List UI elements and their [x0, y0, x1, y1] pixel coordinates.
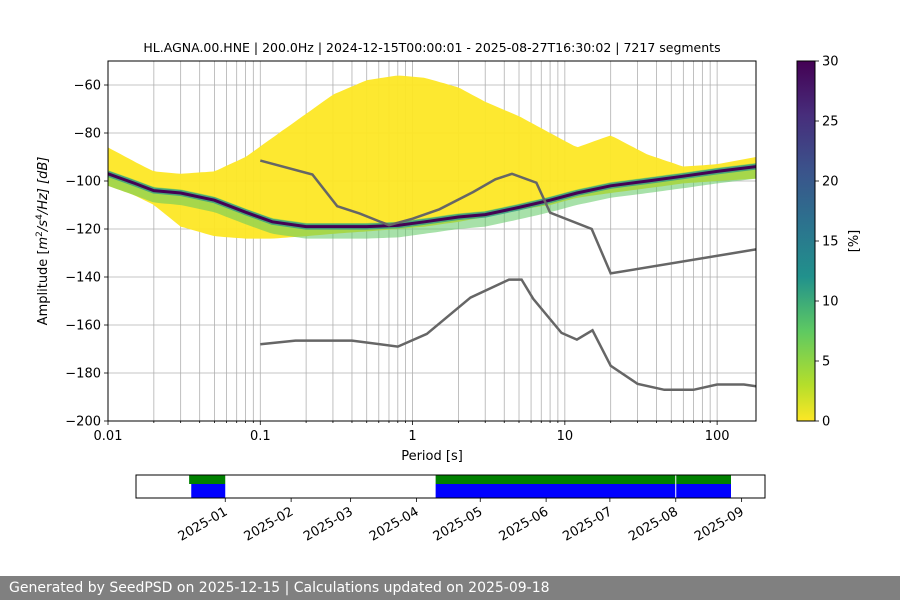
chart-title: HL.AGNA.00.HNE | 200.0Hz | 2024-12-15T00…: [143, 40, 720, 55]
psd-heatmap: [108, 75, 756, 239]
y-tick-label: −160: [65, 319, 101, 334]
psd-mode-line: [108, 165, 756, 229]
colorbar-tick-label: 20: [822, 175, 839, 190]
y-axis-label: Amplitude [m2/s4/Hz] [dB]: [35, 157, 51, 326]
timeline-tick-label: 2025-09: [692, 504, 747, 544]
colorbar-tick-label: 15: [822, 235, 839, 250]
timeline-frame: [135, 474, 766, 499]
x-tick-label: 10: [557, 429, 574, 444]
x-tick-label: 0.01: [94, 429, 123, 444]
psd-envelope: [108, 75, 756, 239]
timeline-bars: [189, 475, 731, 498]
colorbar-label: [%]: [847, 230, 862, 253]
timeline-tick-label: 2025-03: [301, 504, 356, 544]
footer-banner: Generated by SeedPSD on 2025-12-15 | Cal…: [0, 576, 900, 600]
y-tick-label: −140: [65, 271, 101, 286]
timeline-tick-label: 2025-04: [367, 504, 422, 544]
y-tick-label: −60: [74, 79, 101, 94]
timeline-bar-blue: [435, 484, 731, 498]
timeline-date-ticks: 2025-01 2025-02 2025-03 2025-04 2025-05 2025-…: [176, 498, 747, 545]
psd-plot-area: 0.01 0.1 1 10 100 −200 −180 −160 −140 −120 −100 −8…: [65, 60, 757, 444]
timeline-tick-label: 2025-07: [560, 504, 615, 544]
colorbar-ticks: 0 5 10 15 20 25 30: [815, 55, 839, 430]
high-noise-model-line: [259, 159, 756, 275]
y-tick-label: −200: [65, 415, 101, 430]
x-tick-label: 100: [705, 429, 730, 444]
noise-model-curves: [259, 159, 756, 392]
plot-frame: [107, 60, 757, 422]
low-noise-model-line: [260, 278, 756, 392]
colorbar-tick-label: 0: [822, 415, 830, 430]
timeline-tick-label: 2025-01: [176, 504, 231, 544]
x-axis-ticks: 0.01 0.1 1 10 100: [94, 421, 730, 444]
colorbar: 0 5 10 15 20 25 30 [%]: [796, 55, 862, 430]
colorbar-tick-label: 10: [822, 295, 839, 310]
timeline-bar-green: [435, 475, 731, 484]
colorbar-tick-label: 30: [822, 55, 839, 70]
y-tick-label: −80: [74, 127, 101, 142]
x-axis-label: Period [s]: [401, 449, 463, 464]
timeline-tick-label: 2025-08: [626, 504, 681, 544]
x-tick-label: 0.1: [250, 429, 271, 444]
colorbar-gradient: [796, 60, 816, 422]
timeline-tick-label: 2025-02: [242, 504, 297, 544]
x-gridlines: [107, 61, 718, 421]
timeline-bar-blue: [191, 484, 226, 498]
data-availability-timeline: 2025-01 2025-02 2025-03 2025-04 2025-05 2025-…: [135, 474, 766, 545]
y-tick-label: −100: [65, 175, 101, 190]
colorbar-tick-label: 5: [822, 355, 830, 370]
timeline-tick-label: 2025-06: [497, 504, 552, 544]
timeline-tick-label: 2025-05: [431, 504, 486, 544]
x-tick-label: 1: [408, 429, 416, 444]
timeline-bar-green: [189, 475, 226, 484]
y-tick-label: −180: [65, 367, 101, 382]
y-tick-label: −120: [65, 223, 101, 238]
colorbar-tick-label: 25: [822, 115, 839, 130]
y-axis-ticks: −200 −180 −160 −140 −120 −100 −80 −60: [65, 79, 108, 430]
